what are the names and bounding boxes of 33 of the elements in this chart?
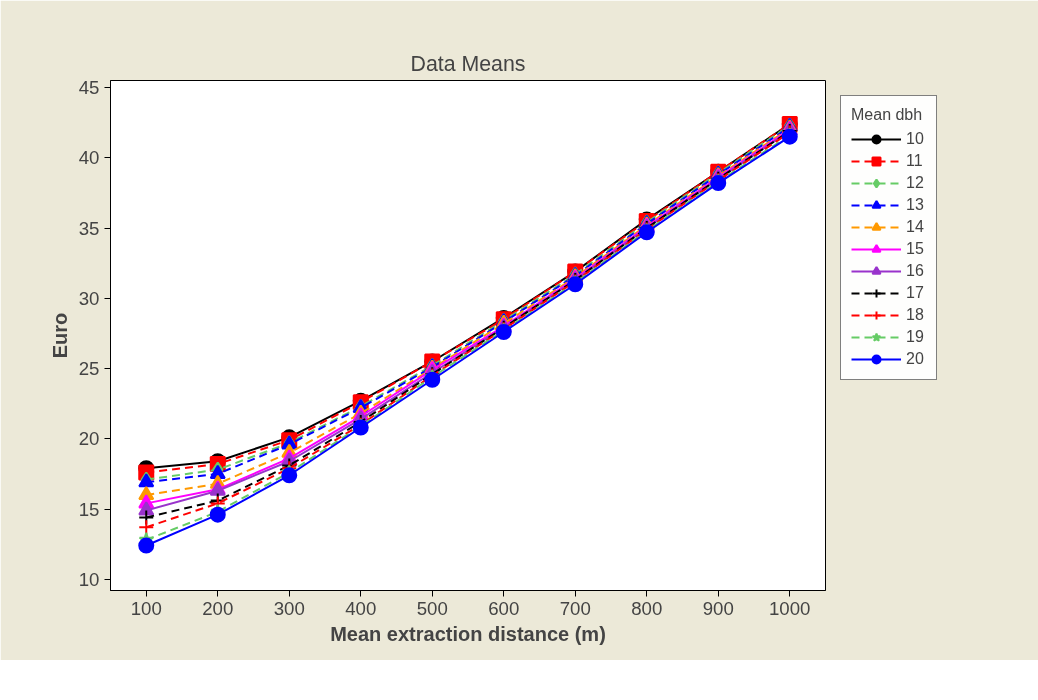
legend-label: 10 bbox=[906, 130, 925, 148]
x-tick-label: 900 bbox=[702, 597, 734, 619]
x-tick-label: 800 bbox=[631, 597, 663, 619]
x-tick-label: 600 bbox=[488, 597, 520, 619]
chart-title: Data Means bbox=[410, 51, 526, 76]
y-tick-label: 30 bbox=[78, 287, 100, 309]
y-tick-label: 45 bbox=[78, 77, 100, 99]
legend-label: 18 bbox=[906, 306, 925, 324]
legend-title: Mean dbh bbox=[851, 106, 924, 124]
y-tick-label: 10 bbox=[78, 568, 100, 590]
legend-label: 19 bbox=[906, 328, 925, 346]
x-tick-label: 200 bbox=[202, 597, 234, 619]
y-tick-label: 25 bbox=[78, 358, 100, 380]
legend-label: 14 bbox=[906, 218, 925, 236]
y-tick-label: 40 bbox=[78, 147, 100, 169]
y-tick-label: 20 bbox=[78, 428, 100, 450]
x-tick-label: 100 bbox=[130, 597, 162, 619]
legend-label: 13 bbox=[906, 196, 925, 214]
legend-label: 17 bbox=[906, 284, 925, 302]
y-tick-label: 15 bbox=[78, 498, 100, 520]
y-tick-label: 35 bbox=[78, 217, 100, 239]
x-tick-label: 500 bbox=[416, 597, 448, 619]
x-tick-label: 300 bbox=[273, 597, 305, 619]
legend-label: 16 bbox=[906, 262, 925, 280]
x-tick-label: 1000 bbox=[769, 597, 811, 619]
legend-label: 11 bbox=[906, 152, 924, 170]
y-axis-title: Euro bbox=[48, 312, 71, 359]
legend-label: 20 bbox=[906, 350, 925, 368]
legend-label: 15 bbox=[906, 240, 925, 258]
x-axis-title: Mean extraction distance (m) bbox=[330, 622, 606, 645]
x-tick-label: 400 bbox=[345, 597, 377, 619]
x-tick-label: 700 bbox=[559, 597, 591, 619]
legend-label: 12 bbox=[906, 174, 925, 192]
